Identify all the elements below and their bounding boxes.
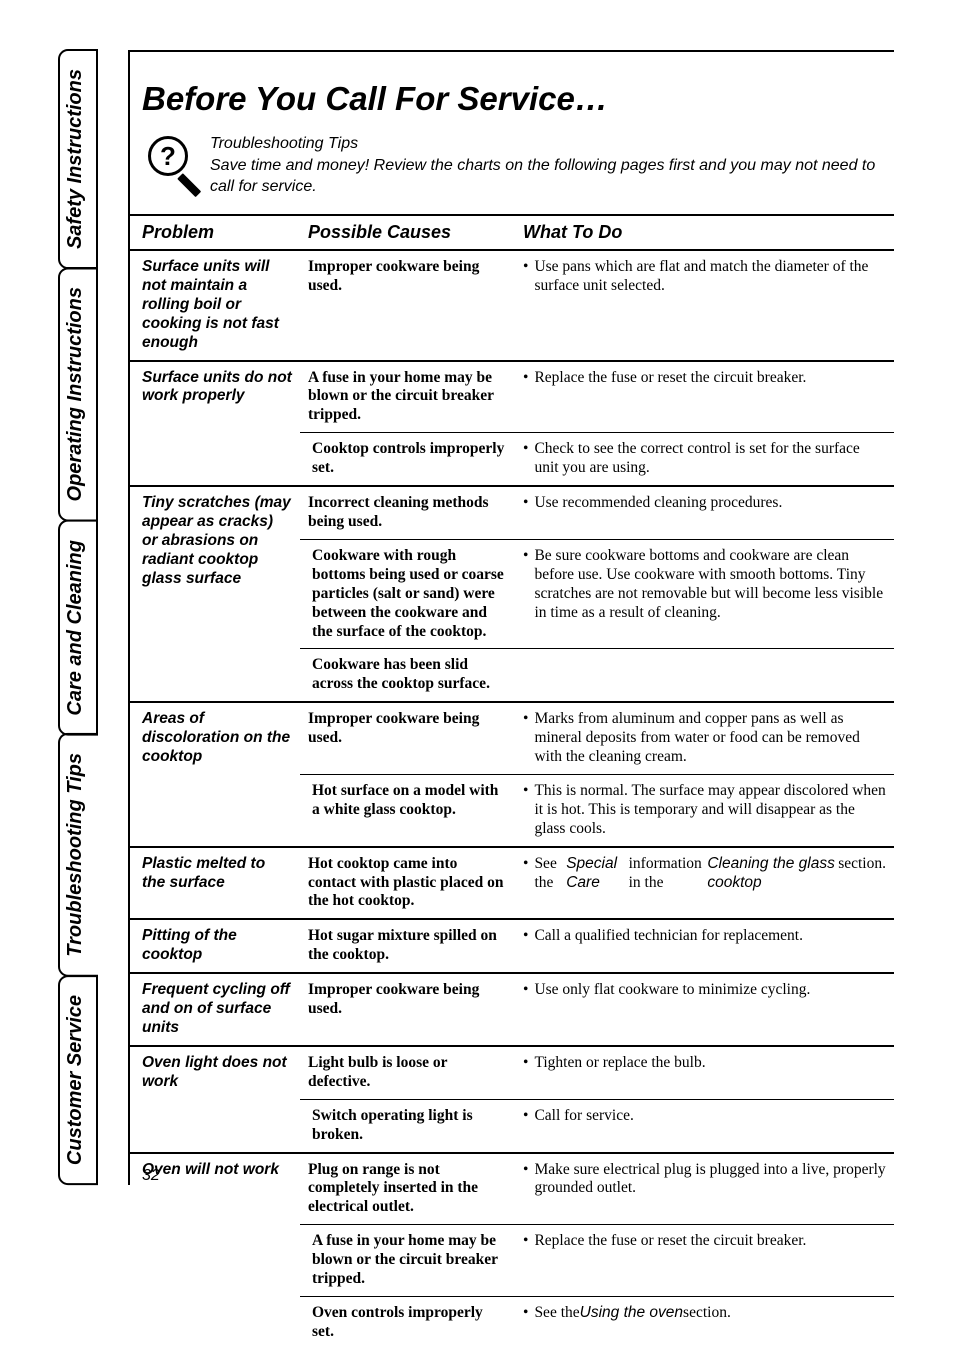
table-row: Pitting of the cooktopHot sugar mixture … xyxy=(130,919,894,973)
problem-cell: Pitting of the cooktop xyxy=(130,919,300,973)
todo-cell xyxy=(515,649,894,702)
header-problem: Problem xyxy=(130,215,300,250)
todo-cell: Marks from aluminum and copper pans as w… xyxy=(515,702,894,774)
page-title: Before You Call For Service… xyxy=(142,80,894,118)
cause-cell: Improper cookware being used. xyxy=(300,973,515,1046)
cause-cell: A fuse in your home may be blown or the … xyxy=(300,1225,515,1297)
table-row: Areas of discoloration on the cooktopImp… xyxy=(130,702,894,774)
table-row: Frequent cycling off and on of surface u… xyxy=(130,973,894,1046)
problem-cell: Tiny scratches (may appear as cracks) or… xyxy=(130,486,300,702)
cause-cell: A fuse in your home may be blown or the … xyxy=(300,361,515,433)
side-tab[interactable]: Customer Service xyxy=(58,975,98,1185)
cause-cell: Cookware with rough bottoms being used o… xyxy=(300,539,515,649)
cause-cell: Cookware has been slid across the cookto… xyxy=(300,649,515,702)
header-todo: What To Do xyxy=(515,215,894,250)
table-row: Surface units do not work properlyA fuse… xyxy=(130,361,894,433)
problem-cell: Surface units do not work properly xyxy=(130,361,300,487)
table-row: Oven will not workPlug on range is not c… xyxy=(130,1153,894,1225)
side-tab[interactable]: Safety Instructions xyxy=(58,49,98,269)
header-cause: Possible Causes xyxy=(300,215,515,250)
main-content: Before You Call For Service… ? Troublesh… xyxy=(128,50,894,1185)
cause-cell: Light bulb is loose or defective. xyxy=(300,1046,515,1099)
problem-cell: Surface units will not maintain a rollin… xyxy=(130,250,300,361)
cause-cell: Switch operating light is broken. xyxy=(300,1099,515,1152)
side-tabs-nav: Customer ServiceTroubleshooting TipsCare… xyxy=(58,50,98,1185)
todo-cell: See the Special Care information in the … xyxy=(515,847,894,920)
table-row: Plastic melted to the surfaceHot cooktop… xyxy=(130,847,894,920)
cause-cell: Incorrect cleaning methods being used. xyxy=(300,486,515,539)
todo-cell: Tighten or replace the bulb. xyxy=(515,1046,894,1099)
table-row: Tiny scratches (may appear as cracks) or… xyxy=(130,486,894,539)
todo-cell: Make sure electrical plug is plugged int… xyxy=(515,1153,894,1225)
intro-heading: Troubleshooting Tips xyxy=(210,134,894,155)
problem-cell: Oven light does not work xyxy=(130,1046,300,1153)
todo-cell: Replace the fuse or reset the circuit br… xyxy=(515,361,894,433)
table-row: Surface units will not maintain a rollin… xyxy=(130,250,894,361)
todo-cell: Use only flat cookware to minimize cycli… xyxy=(515,973,894,1046)
cause-cell: Improper cookware being used. xyxy=(300,702,515,774)
problem-cell: Areas of discoloration on the cooktop xyxy=(130,702,300,846)
cause-cell: Plug on range is not completely inserted… xyxy=(300,1153,515,1225)
cause-cell: Hot surface on a model with a white glas… xyxy=(300,774,515,846)
todo-cell: Use recommended cleaning procedures. xyxy=(515,486,894,539)
todo-cell: Use pans which are flat and match the di… xyxy=(515,250,894,361)
side-tab[interactable]: Operating Instructions xyxy=(58,267,98,521)
cause-cell: Cooktop controls improperly set. xyxy=(300,433,515,486)
troubleshooting-table: Problem Possible Causes What To Do Surfa… xyxy=(130,214,894,1349)
side-tab[interactable]: Troubleshooting Tips xyxy=(58,733,98,977)
cause-cell: Improper cookware being used. xyxy=(300,250,515,361)
todo-cell: Call for service. xyxy=(515,1099,894,1152)
cause-cell: Hot cooktop came into contact with plast… xyxy=(300,847,515,920)
intro-subtext: Save time and money! Review the charts o… xyxy=(210,156,894,198)
cause-cell: Oven controls improperly set. xyxy=(300,1296,515,1348)
problem-cell: Plastic melted to the surface xyxy=(130,847,300,920)
cause-cell: Hot sugar mixture spilled on the cooktop… xyxy=(300,919,515,973)
magnifier-question-icon: ? xyxy=(142,132,210,200)
todo-cell: See the Using the oven section. xyxy=(515,1296,894,1348)
todo-cell: Be sure cookware bottoms and cookware ar… xyxy=(515,539,894,649)
intro-section: ? Troubleshooting Tips Save time and mon… xyxy=(142,132,894,200)
todo-cell: Replace the fuse or reset the circuit br… xyxy=(515,1225,894,1297)
todo-cell: Call a qualified technician for replacem… xyxy=(515,919,894,973)
intro-text: Troubleshooting Tips Save time and money… xyxy=(210,132,894,197)
page-number: 32 xyxy=(142,1167,160,1185)
side-tab[interactable]: Care and Cleaning xyxy=(58,520,98,736)
todo-cell: Check to see the correct control is set … xyxy=(515,433,894,486)
problem-cell: Frequent cycling off and on of surface u… xyxy=(130,973,300,1046)
table-row: Oven light does not workLight bulb is lo… xyxy=(130,1046,894,1099)
todo-cell: This is normal. The surface may appear d… xyxy=(515,774,894,846)
